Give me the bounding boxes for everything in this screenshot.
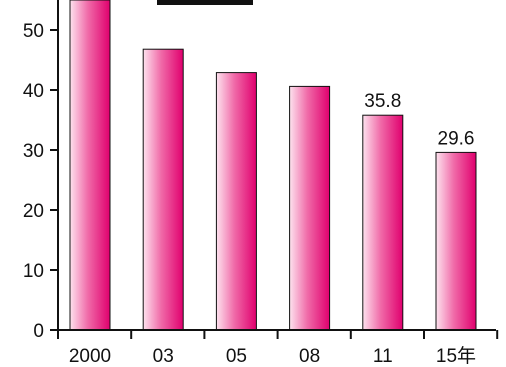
bar-08 (289, 85, 331, 331)
data-label: 29.6 (438, 128, 475, 149)
x-tick-label: 2000 (69, 346, 111, 367)
bar-15年 (435, 151, 477, 331)
y-tick-label: 30 (23, 141, 44, 162)
y-tick-label: 20 (23, 201, 44, 222)
cropped-title-fragment (157, 0, 253, 5)
data-labels-group: 35.8 29.6 (364, 91, 474, 149)
y-tick-label: 50 (23, 21, 44, 42)
y-tick-label: 40 (23, 81, 44, 102)
y-axis: 0 10 20 30 40 50 (23, 0, 59, 342)
bar-11 (362, 114, 404, 331)
y-tick-label: 10 (23, 261, 44, 282)
bar-05 (215, 72, 257, 331)
bars-group (69, 0, 477, 331)
cropped-title-glyphs (157, 0, 253, 5)
x-tick-label: 11 (373, 346, 393, 367)
x-tick-label: 15年 (436, 345, 476, 367)
bar-2000 (69, 0, 111, 331)
x-tick-label: 08 (299, 346, 320, 367)
y-tick-label: 0 (33, 321, 44, 342)
x-tick-label: 05 (226, 346, 247, 367)
x-axis: 2000 03 05 08 11 15年 (57, 329, 499, 367)
x-tick-label: 03 (153, 346, 174, 367)
data-label: 35.8 (364, 91, 401, 112)
bar-03 (142, 48, 184, 331)
